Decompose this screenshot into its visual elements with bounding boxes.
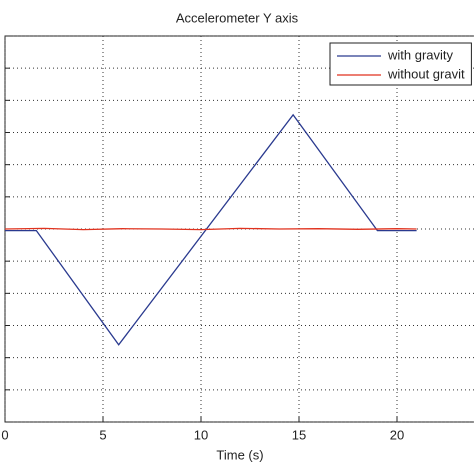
legend: with gravity without gravit bbox=[329, 42, 472, 86]
data-line bbox=[4, 227, 417, 231]
chart-title: Accelerometer Y axis bbox=[176, 10, 299, 25]
legend-label: without gravit bbox=[387, 66, 465, 81]
x-axis-label: Time (s) bbox=[216, 447, 263, 462]
x-tick-label: 15 bbox=[292, 427, 306, 442]
legend-box bbox=[329, 42, 472, 86]
x-tick-label: 10 bbox=[194, 427, 208, 442]
x-tick-label: 20 bbox=[390, 427, 404, 442]
x-tick-label: 0 bbox=[1, 427, 8, 442]
x-tick-label: 5 bbox=[99, 427, 106, 442]
legend-label: with gravity bbox=[387, 47, 454, 62]
